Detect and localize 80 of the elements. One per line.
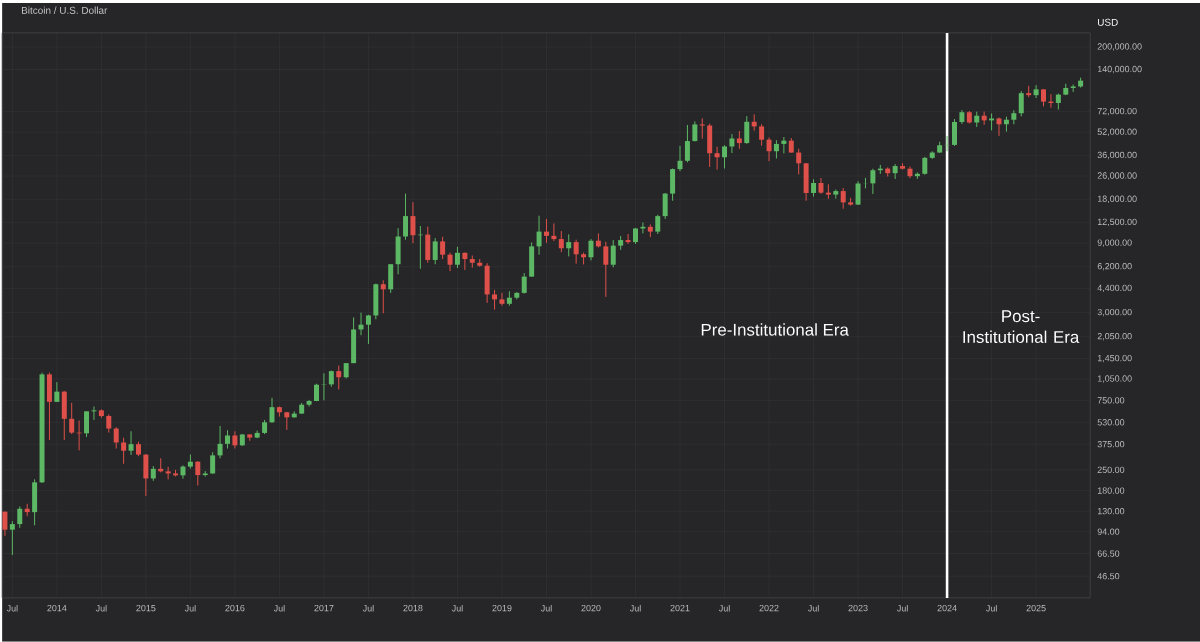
candlestick bbox=[551, 222, 557, 242]
candlestick bbox=[729, 133, 735, 154]
candlestick bbox=[388, 263, 394, 294]
candlestick bbox=[425, 226, 431, 264]
candlestick bbox=[543, 218, 549, 244]
candlestick bbox=[454, 246, 460, 269]
candlestick bbox=[840, 187, 846, 210]
candlestick bbox=[825, 183, 831, 200]
candlestick bbox=[588, 238, 594, 262]
annotation: Post-Institutional Era bbox=[963, 310, 1080, 344]
candlestick bbox=[336, 365, 342, 391]
candlestick bbox=[677, 145, 683, 172]
candlestick bbox=[558, 230, 564, 253]
candlestick bbox=[180, 465, 186, 480]
candlestick bbox=[1018, 90, 1024, 117]
candlestick bbox=[121, 437, 127, 465]
candlestick bbox=[440, 236, 446, 260]
candlestick bbox=[773, 139, 779, 160]
candlestick bbox=[143, 453, 149, 497]
candlestick bbox=[766, 136, 772, 162]
candlestick bbox=[499, 292, 505, 307]
candlestick bbox=[521, 272, 527, 295]
candlestick bbox=[447, 252, 453, 272]
candlestick bbox=[432, 237, 438, 265]
candlestick bbox=[373, 283, 379, 320]
candlestick bbox=[165, 466, 171, 480]
candlestick bbox=[603, 241, 609, 298]
candlestick bbox=[759, 123, 765, 147]
candlestick bbox=[744, 115, 750, 145]
candlestick bbox=[684, 124, 690, 163]
candlestick bbox=[210, 451, 216, 475]
candlestick bbox=[32, 478, 38, 526]
candlestick bbox=[952, 118, 957, 147]
candlestick bbox=[232, 430, 238, 450]
candlestick bbox=[91, 406, 97, 421]
candlestick bbox=[217, 425, 223, 459]
candlestick bbox=[46, 372, 52, 441]
candlestick bbox=[870, 168, 876, 195]
candlestick bbox=[195, 460, 201, 487]
candlestick bbox=[224, 429, 230, 450]
candlestick bbox=[492, 289, 498, 311]
candlestick bbox=[2, 511, 8, 537]
candlestick bbox=[403, 193, 409, 241]
candlestick bbox=[625, 233, 631, 245]
candlestick bbox=[69, 402, 75, 435]
candlestick bbox=[855, 180, 861, 206]
candlestick bbox=[536, 215, 542, 256]
candlestick bbox=[803, 162, 809, 202]
candlestick bbox=[462, 252, 468, 271]
candlestick bbox=[529, 242, 535, 278]
candlestick bbox=[796, 148, 802, 175]
candlestick bbox=[655, 214, 661, 235]
candlestick bbox=[573, 239, 579, 265]
candlestick bbox=[699, 117, 705, 140]
candlestick bbox=[113, 426, 119, 450]
candlestick bbox=[892, 163, 898, 180]
candlestick bbox=[1033, 84, 1039, 99]
candlestick bbox=[106, 414, 112, 434]
candlestick bbox=[670, 168, 676, 202]
candlestick bbox=[351, 317, 357, 364]
candlestick bbox=[862, 177, 868, 189]
candlestick bbox=[365, 314, 371, 345]
candlestick bbox=[17, 506, 23, 529]
candlestick bbox=[662, 192, 668, 220]
candlestick bbox=[380, 279, 386, 314]
candlestick bbox=[714, 146, 720, 171]
candlestick bbox=[9, 520, 15, 556]
candlestick bbox=[84, 410, 90, 438]
candlestick bbox=[484, 262, 490, 304]
candlestick bbox=[395, 227, 401, 275]
annotation: Pre-Institutional Era bbox=[701, 323, 849, 336]
candlestick bbox=[128, 430, 134, 456]
candlestick bbox=[321, 372, 327, 401]
candlestick bbox=[410, 201, 416, 244]
candlestick bbox=[722, 144, 728, 170]
candlestick bbox=[566, 233, 572, 257]
candlestick bbox=[610, 239, 616, 268]
candlestick bbox=[781, 136, 787, 154]
candlestick bbox=[707, 123, 713, 168]
candlestick bbox=[61, 390, 67, 441]
